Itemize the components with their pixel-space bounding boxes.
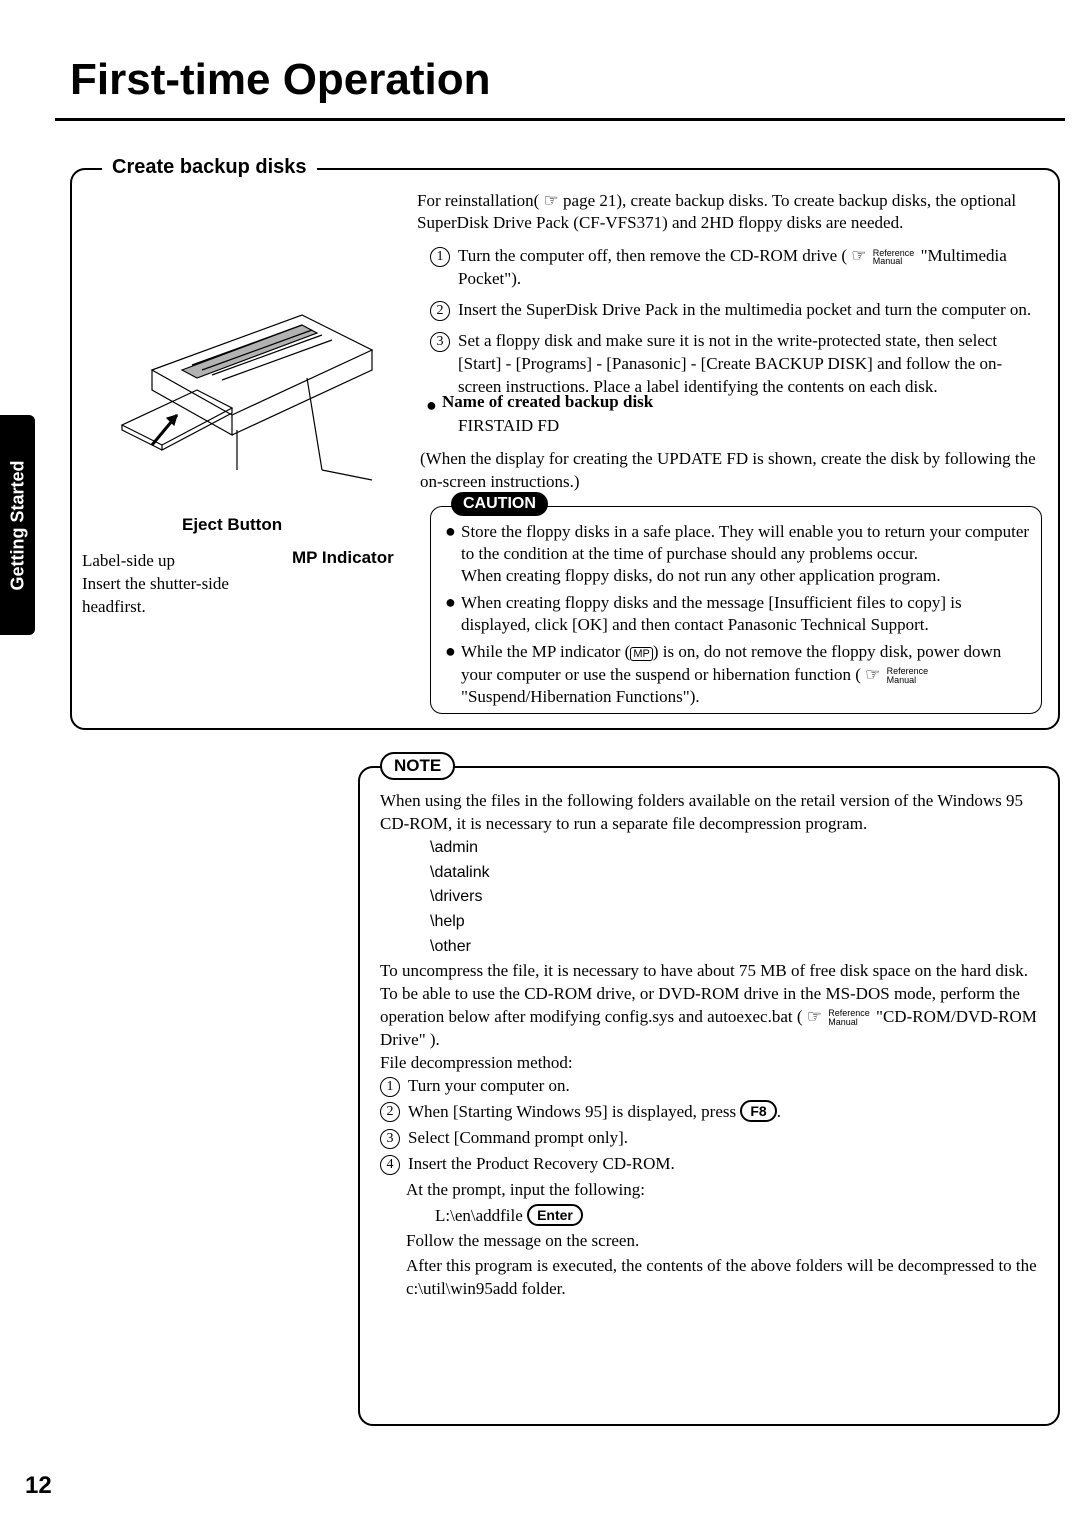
f8-key-icon: F8 xyxy=(740,1100,776,1122)
circled-2-icon: 2 xyxy=(430,301,450,321)
backup-steps: 1 Turn the computer off, then remove the… xyxy=(430,245,1042,407)
caution-content: ●Store the floppy disks in a safe place.… xyxy=(445,521,1031,713)
backup-box: Create backup disks For reinstallation( … xyxy=(70,168,1060,730)
circled-2-icon: 2 xyxy=(380,1102,400,1122)
step-2: 2 Insert the SuperDisk Drive Pack in the… xyxy=(430,299,1042,322)
backup-intro: For reinstallation( ☞ page 21), create b… xyxy=(417,190,1042,234)
caution-box: CAUTION ●Store the floppy disks in a saf… xyxy=(430,506,1042,714)
eject-button-label: Eject Button xyxy=(182,515,282,535)
circled-3-icon: 3 xyxy=(430,332,450,352)
circled-1-icon: 1 xyxy=(430,247,450,267)
update-fd-note: (When the display for creating the UPDAT… xyxy=(420,448,1045,494)
folder-drivers: \drivers xyxy=(430,885,1040,910)
step-3: 3 Set a floppy disk and make sure it is … xyxy=(430,330,1042,399)
note-box: NOTE When using the files in the followi… xyxy=(358,766,1060,1426)
note-label: NOTE xyxy=(380,752,455,780)
label-side-text: Label-side up Insert the shutter-side he… xyxy=(82,550,272,619)
side-tab: Getting Started xyxy=(0,415,35,635)
folder-help: \help xyxy=(430,910,1040,935)
circled-4-icon: 4 xyxy=(380,1155,400,1175)
drive-illustration xyxy=(102,270,402,495)
name-disk-value: FIRSTAID FD xyxy=(458,416,559,436)
enter-key-icon: Enter xyxy=(527,1204,583,1226)
folder-admin: \admin xyxy=(430,836,1040,861)
caution-label: CAUTION xyxy=(451,492,548,516)
title-rule xyxy=(55,118,1065,121)
page-title: First-time Operation xyxy=(70,55,491,105)
mp-indicator-label: MP Indicator xyxy=(292,548,394,568)
folder-datalink: \datalink xyxy=(430,861,1040,886)
step-1: 1 Turn the computer off, then remove the… xyxy=(430,245,1042,291)
folder-other: \other xyxy=(430,935,1040,960)
circled-3-icon: 3 xyxy=(380,1129,400,1149)
backup-header: Create backup disks xyxy=(102,156,317,179)
name-disk-label: ●Name of created backup disk xyxy=(442,392,653,412)
page-number: 12 xyxy=(25,1472,52,1500)
note-content: When using the files in the following fo… xyxy=(380,790,1040,1303)
side-tab-label: Getting Started xyxy=(7,460,28,590)
circled-1-icon: 1 xyxy=(380,1077,400,1097)
